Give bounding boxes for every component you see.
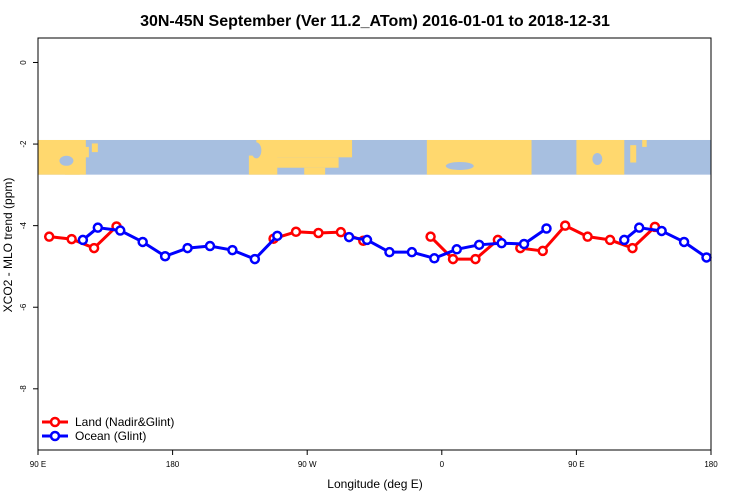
x-tick-label-5: 180 [704,460,718,469]
series-0-point-2-2 [470,253,481,265]
series-layer [43,220,712,265]
world-map-band [38,139,711,175]
map-land-13 [630,145,637,163]
map-land-10 [458,153,465,160]
series-1-point-1-9 [541,223,552,234]
x-tick-label-0: 90 E [30,460,46,469]
y-tick-label-3: -6 [19,303,28,311]
map-coast-west [251,142,262,159]
series-1-point-1-7 [496,237,507,249]
series-1-point-1-8 [518,238,530,250]
series-0-point-2-1 [447,253,459,265]
x-tick-label-2: 90 W [298,460,317,469]
series-0-point-3-3 [582,231,593,242]
series-0-line-2 [429,235,499,261]
series-1-point-0-1 [92,222,104,233]
series-0-point-3-5 [627,242,638,254]
series-1-point-1-6 [473,239,485,251]
series-1-point-2-2 [656,225,667,237]
series-1-point-1-4 [429,253,440,264]
series-1-point-0-7 [227,244,238,256]
y-axis: 0 -2 -4 -6 -8 [19,60,38,393]
legend-marker-0 [49,416,61,428]
series-1-point-0-5 [182,242,193,254]
series-0-point-0-1 [66,233,77,245]
map-sea-east-china [59,155,74,166]
map-land-8 [426,139,532,175]
series-1-point-2-4 [701,252,712,263]
series-0-point-3-4 [604,234,616,246]
series-0-point-3-2 [559,220,571,231]
legend: Land (Nadir&Glint)Ocean (Glint) [42,415,174,443]
map-land-2 [84,146,89,158]
series-1-point-0-9 [272,230,283,242]
legend-label-0: Land (Nadir&Glint) [75,415,174,429]
chart-title: 30N-45N September (Ver 11.2_ATom) 2016-0… [140,13,610,30]
series-0 [43,220,661,265]
map-sea-yellow [592,153,603,166]
y-tick-label-4: -8 [19,385,28,393]
series-1 [77,222,712,265]
series-1-point-0-6 [204,240,216,252]
x-axis-label: Longitude (deg E) [327,477,422,491]
plot-frame [37,37,712,451]
series-1-point-2-1 [633,222,645,233]
series-1-point-0-0 [77,234,89,246]
series-1-point-0-8 [249,253,261,265]
series-1-point-1-0 [343,231,355,243]
map-sea-mediterranean [445,161,474,170]
series-1-point-0-4 [159,250,171,262]
y-axis-label: XCO2 - MLO trend (ppm) [1,178,15,313]
series-1-point-2-3 [678,236,690,248]
series-1-point-1-2 [384,246,395,258]
map-land-12 [603,159,613,168]
series-1-point-2-0 [619,234,630,246]
series-0-point-0-0 [43,231,55,242]
series-1-point-1-1 [361,234,373,246]
series-0-point-1-3 [335,226,347,238]
map-land-14 [642,139,647,147]
legend-marker-1 [49,430,61,442]
y-tick-label-0: 0 [19,60,28,65]
map-land-7 [304,167,326,175]
map-land-5 [256,139,353,158]
series-0-point-2-0 [425,231,436,242]
series-1-point-0-3 [137,236,148,248]
map-land-6 [271,157,339,168]
series-0-point-1-1 [290,226,302,238]
map-land-4 [248,155,278,175]
legend-label-1: Ocean (Glint) [75,429,146,443]
series-1-line-1 [348,227,548,260]
map-land-3 [91,143,98,153]
series-1-line-0 [81,226,279,261]
x-tick-label-4: 90 E [568,460,584,469]
x-axis: 90 E 180 90 W 0 90 E 180 [30,450,718,469]
series-0-point-1-2 [313,227,324,239]
x-tick-label-1: 180 [166,460,180,469]
series-0-point-0-2 [88,242,100,254]
y-tick-label-1: -2 [19,140,28,148]
x-tick-label-3: 0 [440,460,445,469]
y-tick-label-2: -4 [19,222,28,230]
series-1-point-1-5 [451,244,463,255]
series-1-point-0-2 [115,225,126,236]
series-0-point-3-1 [537,245,548,257]
series-1-point-1-3 [406,246,418,258]
